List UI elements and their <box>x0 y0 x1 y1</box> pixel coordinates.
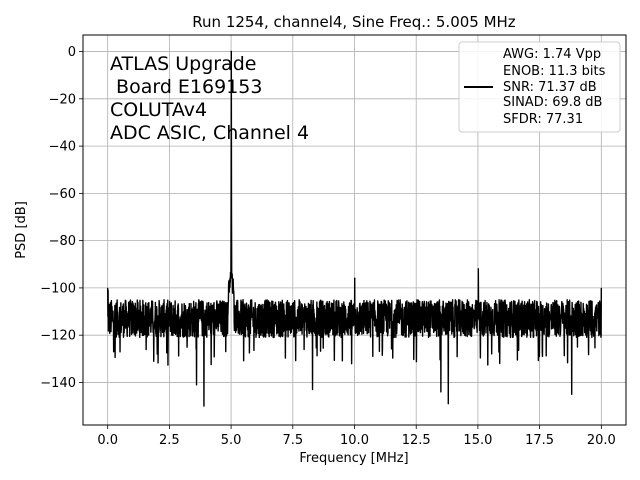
psd-series-line <box>106 50 603 407</box>
y-tick-label: −60 <box>49 187 76 202</box>
x-tick-label: 17.5 <box>525 433 554 448</box>
plot-area <box>106 50 603 407</box>
legend-line-4: SINAD: 69.8 dB <box>503 95 602 110</box>
annotation-line-3: COLUTAv4 <box>110 99 207 121</box>
x-tick-label: 2.5 <box>159 433 180 448</box>
y-tick-label: −100 <box>40 281 76 296</box>
annotation-box: ATLAS Upgrade Board E169153 COLUTAv4 ADC… <box>110 53 309 144</box>
y-tick-label: −40 <box>49 140 76 155</box>
legend: AWG: 1.74 Vpp ENOB: 11.3 bits SNR: 71.37… <box>458 41 621 133</box>
x-tick-label: 20.0 <box>587 433 616 448</box>
legend-line-2: ENOB: 11.3 bits <box>503 64 606 79</box>
x-tick-label: 5.0 <box>221 433 242 448</box>
annotation-line-4: ADC ASIC, Channel 4 <box>110 122 309 144</box>
y-tick-label: −120 <box>40 329 76 344</box>
chart-title: Run 1254, channel4, Sine Freq.: 5.005 MH… <box>192 13 516 31</box>
y-tick-label: −140 <box>40 376 76 391</box>
legend-line-1: AWG: 1.74 Vpp <box>503 47 601 62</box>
x-tick-label: 7.5 <box>282 433 303 448</box>
y-tick-label: 0 <box>68 45 76 60</box>
psd-peak-point <box>353 277 356 280</box>
annotation-line-2: Board E169153 <box>110 76 262 98</box>
axis-ticks: 0.0 2.5 5.0 7.5 10.0 12.5 15.0 17.5 20.0 0 −20 −40 −… <box>40 45 616 448</box>
psd-peak-point <box>477 268 480 270</box>
y-axis-label: PSD [dB] <box>14 201 29 259</box>
x-tick-label: 0.0 <box>97 433 118 448</box>
x-tick-label: 12.5 <box>402 433 431 448</box>
legend-line-5: SFDR: 77.31 <box>503 112 583 127</box>
x-tick-label: 15.0 <box>463 433 492 448</box>
psd-peak-point <box>230 50 233 53</box>
legend-box <box>458 41 621 133</box>
y-tick-label: −20 <box>49 92 76 107</box>
x-axis-label: Frequency [MHz] <box>299 451 408 466</box>
annotation-line-1: ATLAS Upgrade <box>110 53 256 75</box>
y-tick-label: −80 <box>49 234 76 249</box>
legend-line-3: SNR: 71.37 dB <box>503 80 597 95</box>
x-tick-label: 10.0 <box>340 433 369 448</box>
